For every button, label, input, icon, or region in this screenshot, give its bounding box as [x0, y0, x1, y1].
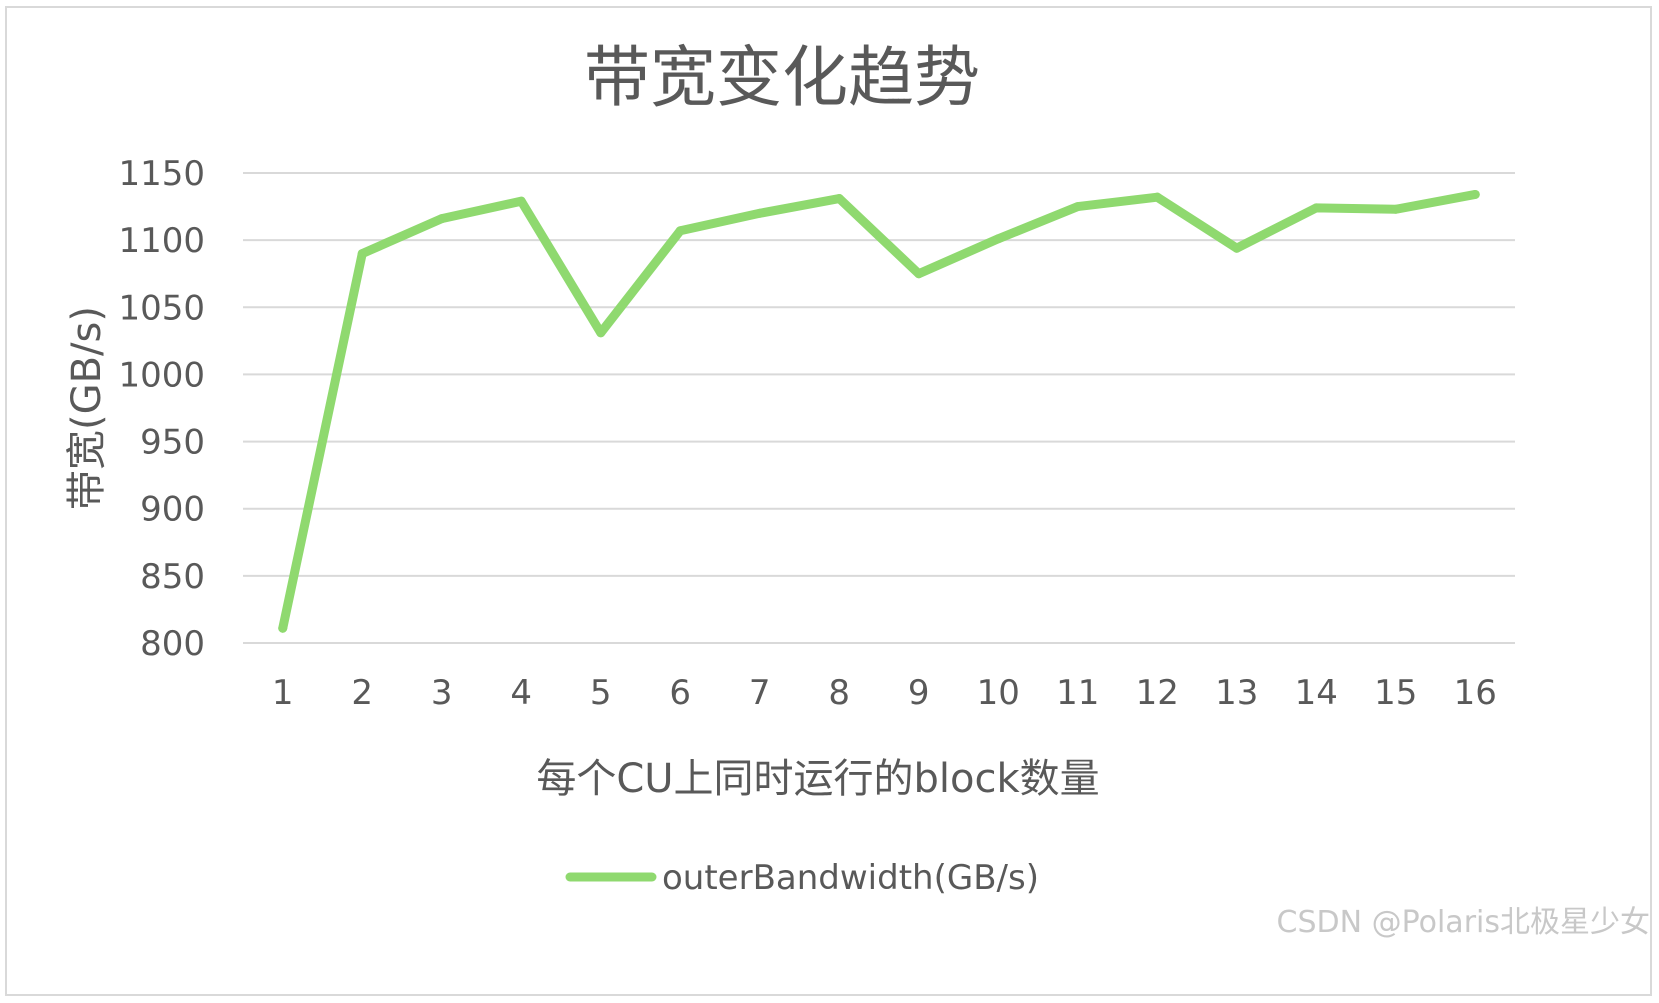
x-tick-label: 1 — [272, 673, 294, 713]
data-point[interactable] — [1391, 204, 1401, 214]
series-layer — [278, 189, 1480, 633]
data-point[interactable] — [357, 249, 367, 259]
y-tick-label: 1100 — [118, 221, 205, 261]
data-point[interactable] — [437, 214, 447, 224]
x-tick-label: 3 — [431, 673, 453, 713]
y-axis-ticks: 800 850 900 950 1000 1050 1100 1150 — [118, 154, 205, 664]
y-axis-title: 带宽(GB/s) — [64, 306, 110, 510]
data-point[interactable] — [1152, 192, 1162, 202]
x-tick-label: 10 — [977, 673, 1020, 713]
data-point[interactable] — [914, 269, 924, 279]
legend-label: outerBandwidth(GB/s) — [662, 858, 1039, 898]
data-point[interactable] — [993, 234, 1003, 244]
y-tick-label: 1000 — [118, 355, 205, 395]
y-tick-label: 1150 — [118, 154, 205, 194]
data-point[interactable] — [1073, 202, 1083, 212]
x-tick-label: 9 — [908, 673, 930, 713]
x-tick-label: 16 — [1454, 673, 1497, 713]
x-tick-label: 12 — [1136, 673, 1179, 713]
data-point[interactable] — [1232, 243, 1242, 253]
x-tick-label: 11 — [1056, 673, 1099, 713]
x-tick-label: 7 — [749, 673, 771, 713]
chart-title: 带宽变化趋势 — [584, 39, 980, 116]
y-tick-label: 800 — [140, 624, 205, 664]
data-point[interactable] — [516, 196, 526, 206]
x-tick-label: 5 — [590, 673, 612, 713]
watermark: CSDN @Polaris北极星少女 — [1277, 905, 1650, 940]
data-point[interactable] — [834, 194, 844, 204]
data-point[interactable] — [675, 226, 685, 236]
gridlines — [243, 172, 1515, 644]
x-tick-label: 2 — [351, 673, 373, 713]
legend[interactable]: outerBandwidth(GB/s) — [565, 858, 1039, 898]
data-point[interactable] — [596, 328, 606, 338]
x-tick-label: 15 — [1374, 673, 1417, 713]
y-tick-label: 1050 — [118, 288, 205, 328]
series-line[interactable] — [278, 189, 1480, 633]
y-tick-label: 900 — [140, 490, 205, 530]
data-point[interactable] — [1311, 203, 1321, 213]
data-point[interactable] — [278, 623, 288, 633]
y-tick-label: 950 — [140, 423, 205, 463]
data-point[interactable] — [1470, 189, 1480, 199]
x-tick-label: 13 — [1215, 673, 1258, 713]
x-tick-label: 4 — [510, 673, 532, 713]
y-tick-label: 850 — [140, 557, 205, 597]
data-point[interactable] — [755, 208, 765, 218]
chart-frame — [5, 6, 1652, 996]
x-tick-label: 6 — [669, 673, 691, 713]
x-axis-ticks: 1 2 3 4 5 6 7 8 9 10 11 12 13 14 15 16 — [272, 673, 1497, 713]
x-tick-label: 8 — [828, 673, 850, 713]
x-axis-title: 每个CU上同时运行的block数量 — [536, 756, 1099, 802]
x-tick-label: 14 — [1295, 673, 1338, 713]
